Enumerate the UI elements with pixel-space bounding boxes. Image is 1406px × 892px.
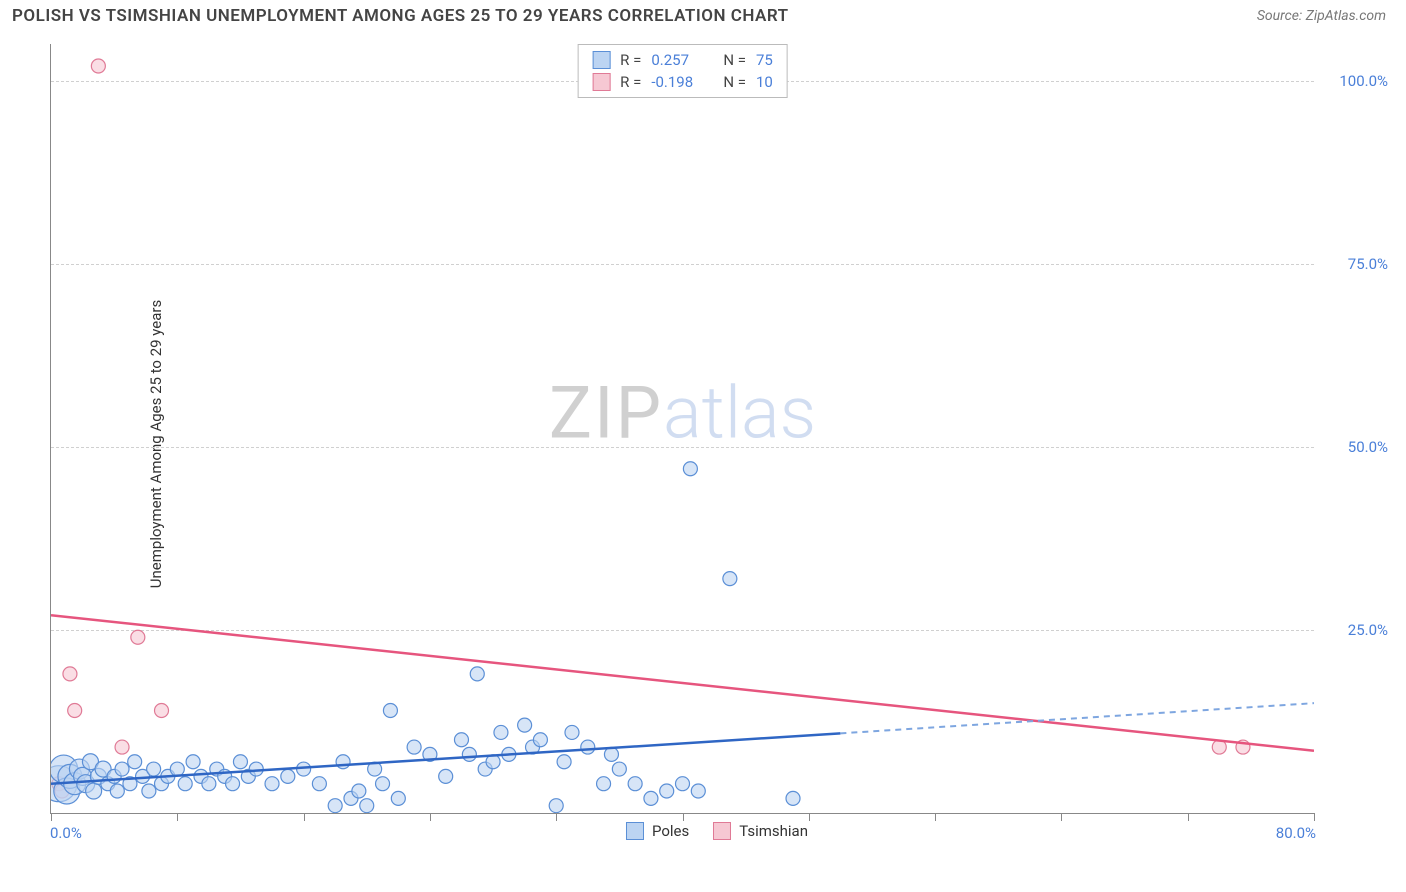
source-attribution: Source: ZipAtlas.com	[1257, 8, 1386, 24]
chart-container: Unemployment Among Ages 25 to 29 years Z…	[40, 44, 1394, 844]
y-tick-label: 25.0%	[1348, 621, 1388, 639]
scatter-point-poles	[391, 791, 405, 805]
x-tick	[177, 813, 178, 821]
scatter-point-poles	[86, 783, 102, 799]
scatter-point-poles	[557, 755, 571, 769]
x-tick	[556, 813, 557, 821]
scatter-point-poles	[494, 725, 508, 739]
scatter-point-poles	[383, 703, 397, 717]
x-tick	[683, 813, 684, 821]
scatter-point-tsimshian	[155, 703, 169, 717]
scatter-point-poles	[549, 799, 563, 813]
stat-n-value: 10	[756, 73, 773, 91]
x-tick	[1188, 813, 1189, 821]
scatter-point-poles	[115, 762, 129, 776]
scatter-point-poles	[328, 799, 342, 813]
scatter-point-poles	[786, 791, 800, 805]
scatter-point-poles	[376, 777, 390, 791]
x-axis-max-label: 80.0%	[1276, 824, 1316, 842]
scatter-point-poles	[265, 777, 279, 791]
x-tick	[1314, 813, 1315, 821]
x-tick	[51, 813, 52, 821]
correlation-stats-box: R = 0.257 N = 75 R = -0.198 N = 10	[577, 44, 788, 98]
scatter-point-tsimshian	[91, 59, 105, 73]
legend-label: Tsimshian	[739, 822, 808, 840]
scatter-point-poles	[233, 755, 247, 769]
scatter-point-poles	[281, 769, 295, 783]
scatter-point-poles	[202, 777, 216, 791]
trendline-tsimshian	[51, 615, 1314, 750]
scatter-point-poles	[170, 762, 184, 776]
x-tick	[304, 813, 305, 821]
stat-n-label: N =	[723, 51, 746, 69]
stat-n-label: N =	[723, 73, 746, 91]
scatter-point-poles	[676, 777, 690, 791]
legend-item-poles: Poles	[626, 822, 689, 840]
plot-area: ZIPatlas R = 0.257 N = 75 R = -0.198 N =…	[50, 44, 1314, 814]
scatter-point-poles	[110, 784, 124, 798]
stat-r-label: R =	[620, 51, 641, 69]
scatter-point-poles	[312, 777, 326, 791]
scatter-point-poles	[439, 769, 453, 783]
x-tick	[1061, 813, 1062, 821]
stat-r-value: 0.257	[651, 51, 707, 69]
chart-title: POLISH VS TSIMSHIAN UNEMPLOYMENT AMONG A…	[12, 6, 789, 26]
legend: Poles Tsimshian	[626, 822, 808, 840]
stat-row-poles: R = 0.257 N = 75	[592, 49, 773, 71]
scatter-point-poles	[470, 667, 484, 681]
scatter-point-tsimshian	[63, 667, 77, 681]
stat-r-value: -0.198	[651, 73, 707, 91]
scatter-point-tsimshian	[68, 703, 82, 717]
scatter-point-poles	[644, 791, 658, 805]
scatter-point-poles	[581, 740, 595, 754]
scatter-point-poles	[142, 784, 156, 798]
legend-swatch-poles	[626, 822, 644, 840]
scatter-point-poles	[660, 784, 674, 798]
scatter-point-poles	[462, 747, 476, 761]
scatter-point-poles	[454, 733, 468, 747]
scatter-point-poles	[628, 777, 642, 791]
scatter-point-poles	[723, 572, 737, 586]
y-tick-label: 100.0%	[1339, 72, 1388, 90]
scatter-point-tsimshian	[131, 630, 145, 644]
stat-swatch-tsimshian	[592, 73, 610, 91]
scatter-point-poles	[407, 740, 421, 754]
scatter-svg	[51, 44, 1314, 813]
x-axis-min-label: 0.0%	[50, 824, 82, 842]
stat-row-tsimshian: R = -0.198 N = 10	[592, 71, 773, 93]
stat-swatch-poles	[592, 51, 610, 69]
scatter-point-poles	[597, 777, 611, 791]
x-tick	[809, 813, 810, 821]
scatter-point-poles	[533, 733, 547, 747]
scatter-point-poles	[147, 762, 161, 776]
scatter-point-tsimshian	[115, 740, 129, 754]
x-tick	[430, 813, 431, 821]
legend-item-tsimshian: Tsimshian	[713, 822, 808, 840]
scatter-point-poles	[178, 777, 192, 791]
scatter-point-poles	[565, 725, 579, 739]
stat-n-value: 75	[756, 51, 773, 69]
legend-label: Poles	[652, 822, 689, 840]
stat-r-label: R =	[620, 73, 641, 91]
scatter-point-poles	[612, 762, 626, 776]
y-tick-label: 75.0%	[1348, 255, 1388, 273]
scatter-point-poles	[691, 784, 705, 798]
scatter-point-poles	[518, 718, 532, 732]
x-tick	[935, 813, 936, 821]
scatter-point-poles	[360, 799, 374, 813]
y-tick-label: 50.0%	[1348, 438, 1388, 456]
scatter-point-poles	[128, 755, 142, 769]
scatter-point-poles	[683, 462, 697, 476]
scatter-point-poles	[352, 784, 366, 798]
scatter-point-poles	[226, 777, 240, 791]
scatter-point-poles	[186, 755, 200, 769]
legend-swatch-tsimshian	[713, 822, 731, 840]
